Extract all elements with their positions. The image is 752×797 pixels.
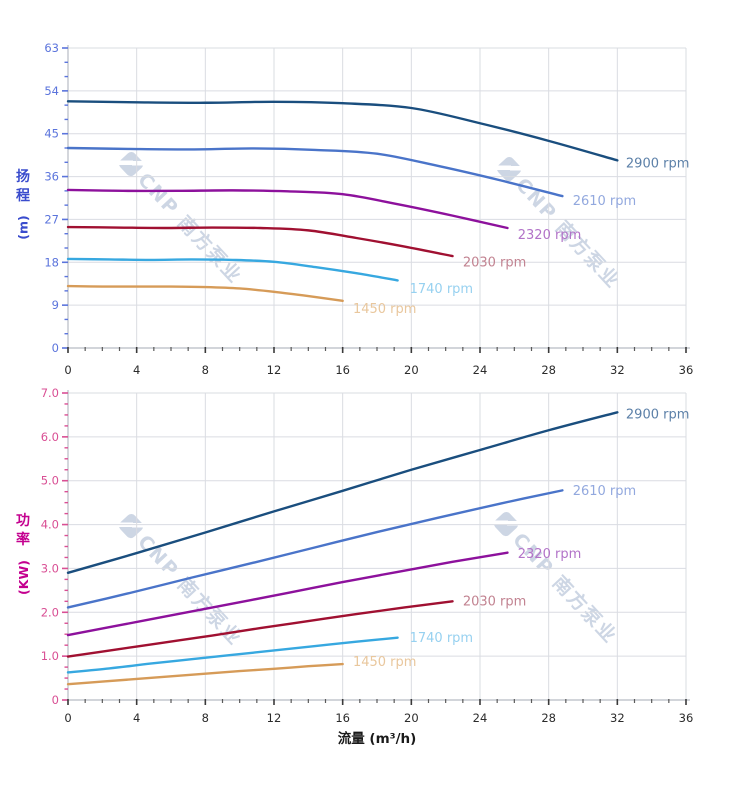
head-chart-x-tick-label: 8 <box>202 363 209 377</box>
head-chart-curve-2320-rpm <box>66 188 509 230</box>
head-chart-curve-2030-rpm <box>66 225 454 258</box>
head-chart-y-tick-label: 9 <box>52 298 59 312</box>
power-chart-curve-label-2610-rpm: 2610 rpm <box>573 484 636 499</box>
power-chart-x-tick-label: 16 <box>335 711 350 725</box>
head-chart-y-tick-label: 63 <box>44 41 59 55</box>
head-axis-title-char: 程 <box>16 188 30 204</box>
power-axis-title: 功 率 (KW) <box>10 512 36 595</box>
head-chart-y-tick-label: 54 <box>44 84 59 98</box>
head-chart-y-tick-label: 45 <box>44 127 59 141</box>
power-chart-curve-2320-rpm <box>66 551 509 637</box>
power-axis-title-char: 率 <box>16 532 30 548</box>
power-chart-curve-label-1450-rpm: 1450 rpm <box>353 655 416 670</box>
power-chart-y-tick-label: 7.0 <box>41 386 59 400</box>
power-chart-y-tick-label: 5.0 <box>41 474 59 488</box>
head-chart-x-tick-label: 24 <box>473 363 488 377</box>
head-chart-x-tick-label: 28 <box>541 363 556 377</box>
power-chart-x-tick-label: 32 <box>610 711 625 725</box>
head-chart-curve-label-1740-rpm: 1740 rpm <box>410 282 473 297</box>
power-chart-curve-1740-rpm <box>66 636 399 674</box>
head-chart-x-tick-label: 4 <box>133 363 140 377</box>
head-chart-curve-label-2900-rpm: 2900 rpm <box>626 157 689 172</box>
head-axis-title-char: 扬 <box>16 169 30 185</box>
head-chart-x-tick-label: 16 <box>335 363 350 377</box>
head-axis-title: 扬 程 (m) <box>10 168 36 240</box>
flow-axis-title: 流量 (m³/h) <box>337 731 417 747</box>
power-chart-x-tick-label: 8 <box>202 711 209 725</box>
power-chart-x-tick-label: 20 <box>404 711 419 725</box>
power-chart-curve-label-2030-rpm: 2030 rpm <box>463 594 526 609</box>
head-chart-x-tick-label: 32 <box>610 363 625 377</box>
head-chart-curve-label-2610-rpm: 2610 rpm <box>573 194 636 209</box>
head-chart-curve-2900-rpm <box>66 100 619 162</box>
power-chart-y-tick-label: 1.0 <box>41 649 59 663</box>
power-chart-y-tick-label: 2.0 <box>41 605 59 619</box>
power-chart-y-tick-label: 6.0 <box>41 430 59 444</box>
power-chart-y-tick-label: 0 <box>52 693 59 707</box>
power-chart-x-tick-label: 28 <box>541 711 556 725</box>
head-chart-x-tick-label: 12 <box>267 363 282 377</box>
head-chart-curve-1450-rpm <box>66 284 344 303</box>
head-chart-curve-label-1450-rpm: 1450 rpm <box>353 302 416 317</box>
power-chart-x-tick-label: 0 <box>64 711 71 725</box>
power-chart-x-tick-label: 24 <box>473 711 488 725</box>
power-chart-curve-1450-rpm <box>66 662 344 686</box>
power-chart-x-tick-label: 4 <box>133 711 140 725</box>
head-axis-unit: (m) <box>15 215 31 240</box>
head-chart-y-tick-label: 18 <box>44 255 59 269</box>
head-chart-curve-label-2320-rpm: 2320 rpm <box>518 228 581 243</box>
power-chart-curve-label-2900-rpm: 2900 rpm <box>626 407 689 422</box>
head-chart-x-tick-label: 36 <box>679 363 694 377</box>
power-chart-curve-2610-rpm <box>66 489 564 609</box>
head-chart-y-tick-label: 0 <box>52 341 59 355</box>
head-chart-y-tick-label: 36 <box>44 170 59 184</box>
power-chart-x-tick-label: 36 <box>679 711 694 725</box>
power-axis-title-char: 功 <box>16 513 30 529</box>
power-chart-curve-label-2320-rpm: 2320 rpm <box>518 547 581 562</box>
head-chart-x-tick-label: 20 <box>404 363 419 377</box>
power-axis-unit: (KW) <box>15 560 31 595</box>
power-chart-y-tick-label: 4.0 <box>41 518 59 532</box>
power-chart-curve-2030-rpm <box>66 600 454 658</box>
head-chart-curve-2610-rpm <box>66 146 564 198</box>
head-chart-x-tick-label: 0 <box>64 363 71 377</box>
head-chart-curve-1740-rpm <box>66 257 399 282</box>
head-chart-curve-label-2030-rpm: 2030 rpm <box>463 256 526 271</box>
head-chart-y-tick-label: 27 <box>44 212 59 226</box>
power-chart-curve-2900-rpm <box>66 411 619 575</box>
power-chart-y-tick-label: 3.0 <box>41 561 59 575</box>
power-chart-curve-label-1740-rpm: 1740 rpm <box>410 631 473 646</box>
power-chart-x-tick-label: 12 <box>267 711 282 725</box>
